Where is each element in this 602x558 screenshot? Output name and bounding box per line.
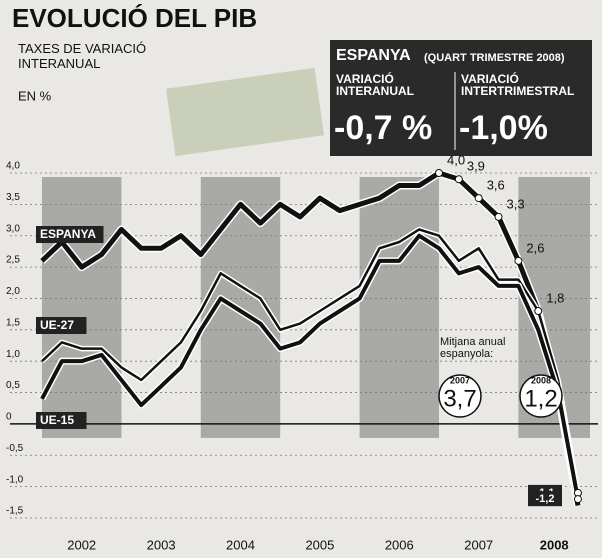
y-tick-label: 1,0	[6, 349, 20, 360]
y-tick-label: 0,5	[6, 380, 20, 391]
data-label: 3,9	[467, 159, 485, 174]
average-year: 2008	[531, 375, 551, 385]
y-tick-label: 2,0	[6, 286, 20, 297]
point-marker	[495, 213, 502, 220]
chart: EVOLUCIÓ DEL PIB TAXES DE VARIACIÓINTERA…	[0, 0, 602, 558]
y-tick-label: -1,5	[6, 506, 24, 517]
data-label: 1,8	[546, 290, 564, 305]
y-tick-label: 3,5	[6, 192, 20, 203]
data-label: 4,0	[447, 152, 465, 167]
y-tick-label: -1,0	[6, 474, 24, 485]
average-year: 2007	[450, 375, 470, 385]
legend-label: UE-15	[40, 413, 74, 427]
y-tick-label: 0	[6, 412, 12, 423]
x-tick-label: 2004	[226, 537, 255, 552]
year-band	[360, 177, 439, 438]
point-marker	[535, 308, 542, 315]
y-tick-label: 2,5	[6, 255, 20, 266]
callout-period: (QUART TRIMESTRE 2008)	[424, 52, 565, 64]
y-tick-label: -0,5	[6, 443, 24, 454]
unit-label: EN %	[18, 88, 52, 103]
x-tick-label: 2005	[305, 537, 334, 552]
point-marker	[455, 176, 462, 183]
callout-title: ESPANYA	[336, 47, 411, 64]
x-tick-label: 2008	[540, 537, 569, 552]
data-label: 2,6	[526, 240, 544, 255]
point-marker	[436, 170, 443, 177]
data-label: 3,6	[487, 178, 505, 193]
x-tick-label: 2002	[67, 537, 96, 552]
point-marker	[475, 195, 482, 202]
callout-value: -1,0%	[459, 109, 548, 147]
x-tick-label: 2003	[147, 537, 176, 552]
average-value: 1,2	[524, 385, 557, 412]
legend-label: UE-27	[40, 318, 74, 332]
x-tick-label: 2007	[464, 537, 493, 552]
callout-value: -0,7 %	[334, 109, 432, 147]
chart-title: EVOLUCIÓ DEL PIB	[12, 3, 257, 33]
data-label: 3,3	[507, 196, 525, 211]
y-tick-label: 1,5	[6, 317, 20, 328]
point-marker	[515, 257, 522, 264]
x-tick-label: 2006	[385, 537, 414, 552]
end-label: -1,2	[536, 493, 555, 505]
point-marker	[574, 496, 581, 503]
legend-label: ESPANYA	[40, 227, 96, 241]
y-tick-label: 3,0	[6, 223, 20, 234]
y-tick-label: 4,0	[6, 161, 20, 172]
average-value: 3,7	[443, 385, 476, 412]
year-band	[42, 177, 121, 438]
